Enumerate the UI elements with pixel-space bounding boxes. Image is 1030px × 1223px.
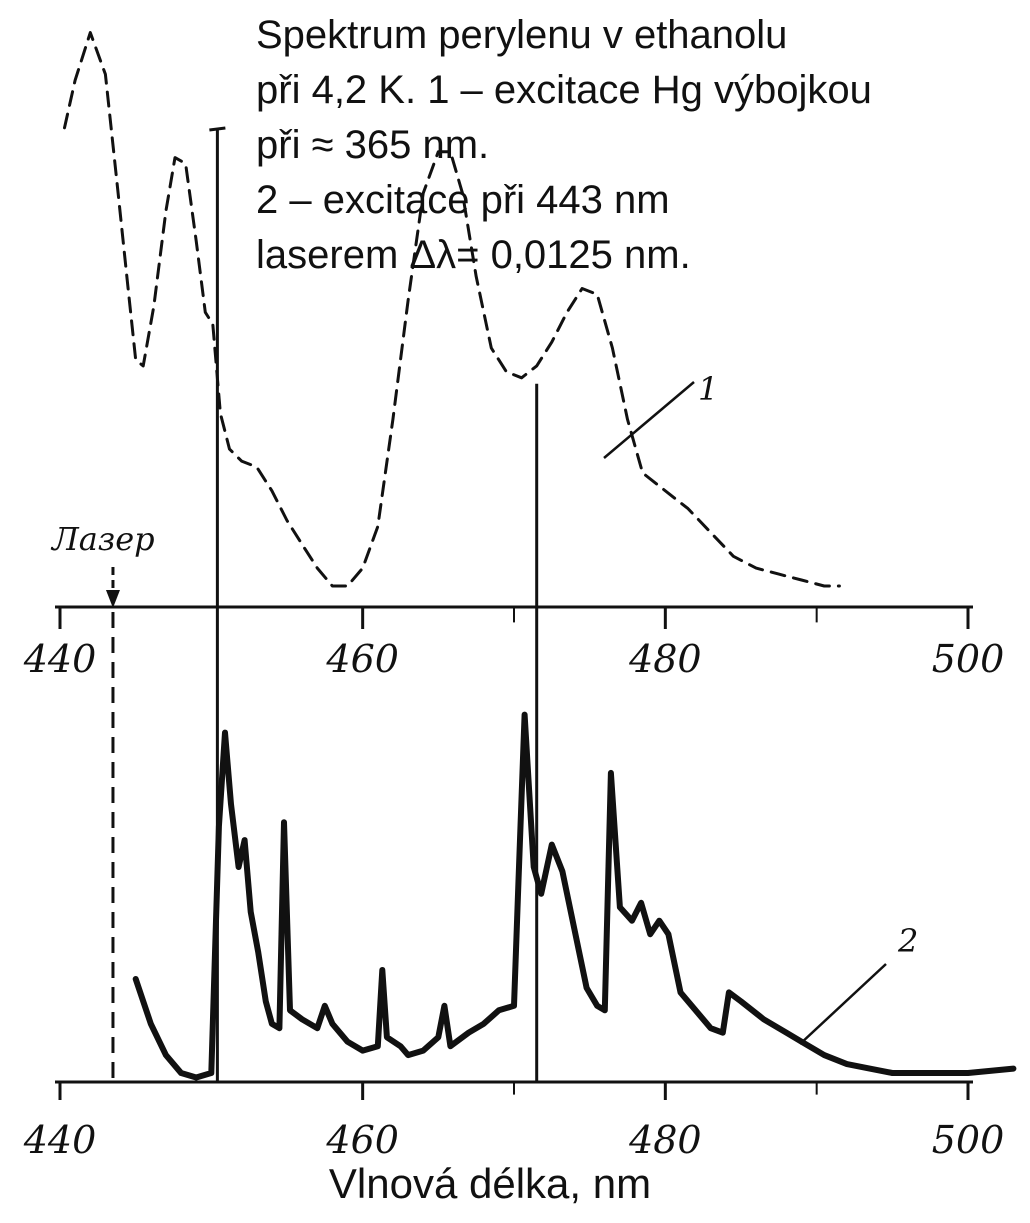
bottom-series-2	[132, 711, 1017, 1081]
top-x-tick-label: 460	[325, 637, 399, 681]
caption-line: při ≈ 365 nm.	[256, 123, 490, 167]
caption-line: při 4,2 K. 1 – excitace Hg výbojkou	[256, 68, 872, 112]
series-1-label: 1	[698, 370, 718, 408]
series-2-pointer	[799, 963, 887, 1045]
bottom-x-tick-label: 480	[628, 1118, 702, 1162]
laser-annotation-label: Лазер	[50, 520, 155, 558]
bottom-x-tick-label: 440	[23, 1118, 97, 1162]
top-x-tick-label: 440	[23, 637, 97, 681]
series-1-pointer	[603, 381, 695, 459]
top-x-tick-label: 480	[628, 637, 702, 681]
bottom-x-tick-label: 500	[932, 1118, 1005, 1162]
bottom-x-tick-label: 460	[325, 1118, 399, 1162]
caption-line: Spektrum perylenu v ethanolu	[256, 13, 788, 57]
top-series-1	[63, 31, 841, 588]
laser-arrow-head	[105, 590, 120, 608]
caption-line: 2 – excitace při 443 nm	[256, 178, 670, 222]
series-2-label: 2	[897, 922, 918, 960]
excitation-line-cap	[209, 126, 226, 132]
x-axis-title: Vlnová délka, nm	[328, 1160, 652, 1207]
top-x-tick-label: 500	[932, 637, 1005, 681]
